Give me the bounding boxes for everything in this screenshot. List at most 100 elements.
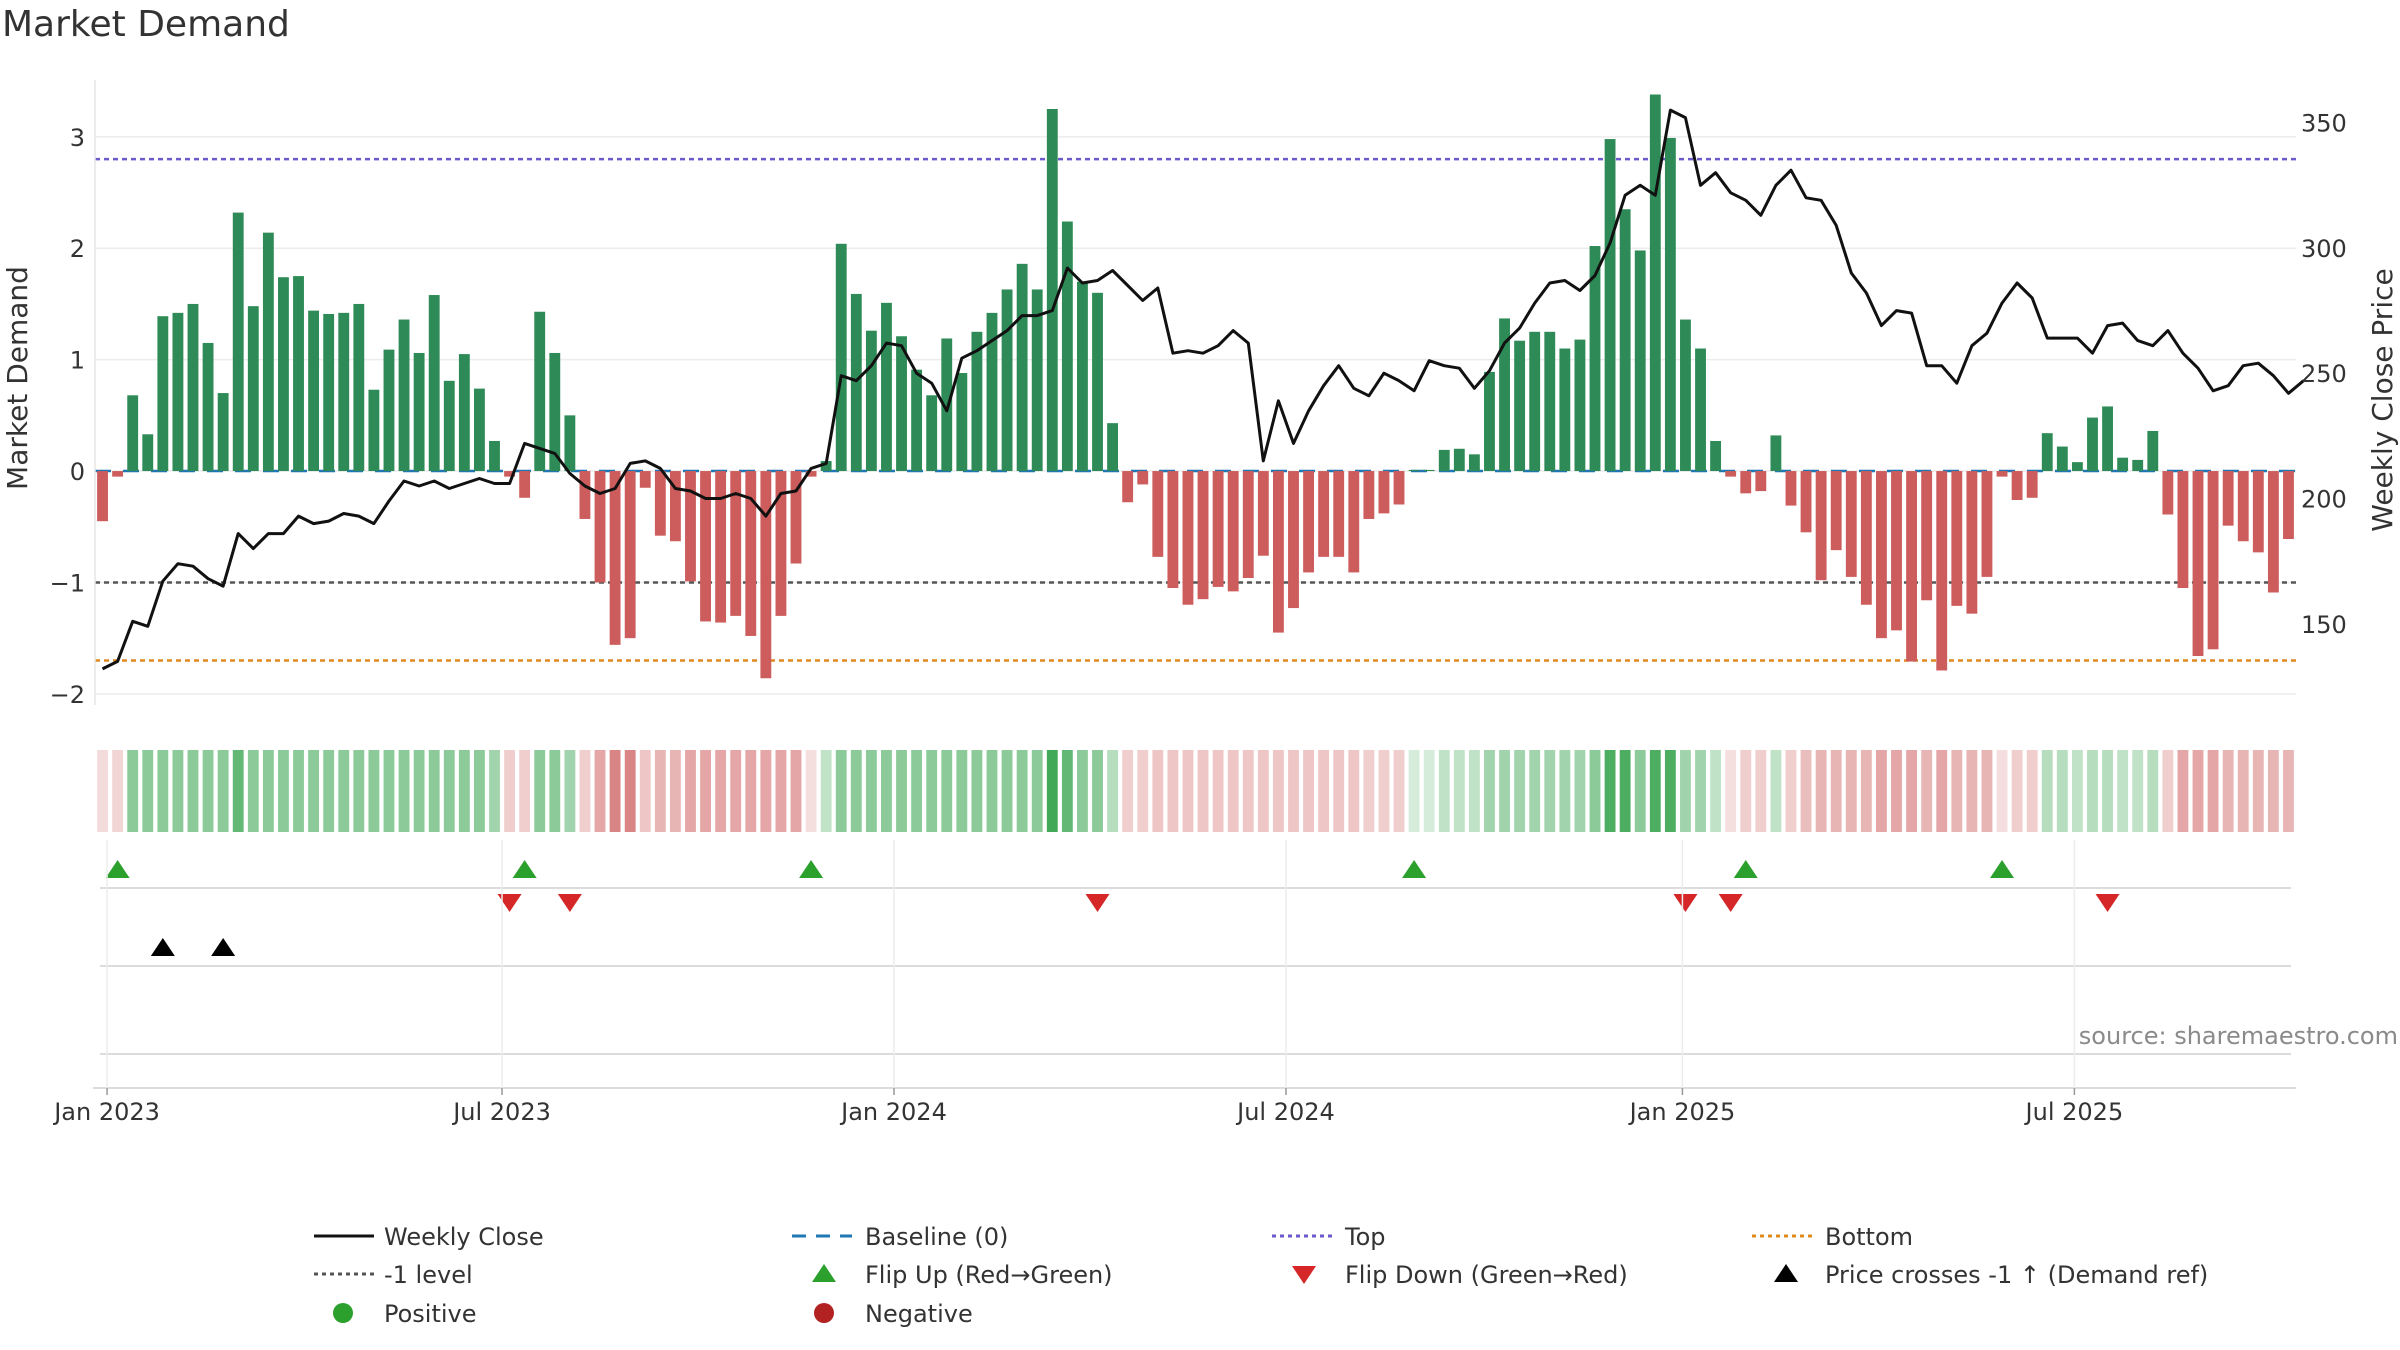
intensity-cell bbox=[896, 750, 907, 832]
intensity-cell bbox=[1272, 750, 1284, 832]
demand-bar bbox=[1182, 471, 1194, 605]
intensity-cell bbox=[1619, 750, 1631, 832]
flip-down-marker bbox=[1718, 894, 1743, 912]
demand-bar bbox=[1981, 471, 1993, 577]
intensity-cell bbox=[790, 750, 802, 832]
flip-down-marker bbox=[2095, 894, 2120, 912]
flip-up-marker bbox=[1402, 860, 1427, 878]
demand-bar bbox=[1815, 471, 1827, 581]
demand-bar bbox=[941, 338, 953, 472]
intensity-cell bbox=[1770, 750, 1782, 832]
demand-bar bbox=[835, 243, 847, 472]
intensity-cell bbox=[1197, 750, 1209, 832]
demand-bar bbox=[1393, 471, 1405, 505]
intensity-cell bbox=[941, 750, 953, 832]
intensity-cell bbox=[1031, 750, 1043, 832]
demand-bar bbox=[1860, 471, 1872, 605]
legend-negative-icon bbox=[814, 1303, 834, 1323]
demand-bar bbox=[1695, 348, 1706, 472]
intensity-cell bbox=[428, 750, 440, 832]
intensity-cell bbox=[1680, 750, 1691, 832]
intensity-strip bbox=[97, 750, 2294, 832]
intensity-cell bbox=[1589, 750, 1601, 832]
demand-bar bbox=[2011, 471, 2023, 501]
legend-flip-up-icon bbox=[812, 1264, 836, 1282]
demand-bar bbox=[1152, 471, 1164, 557]
demand-bar bbox=[489, 440, 500, 472]
intensity-cell bbox=[775, 750, 787, 832]
grid bbox=[95, 136, 2296, 695]
intensity-cell bbox=[1363, 750, 1375, 832]
demand-bar bbox=[654, 471, 666, 536]
intensity-cell bbox=[293, 750, 304, 832]
intensity-cell bbox=[2087, 750, 2098, 832]
intensity-cell bbox=[383, 750, 395, 832]
demand-bar bbox=[1830, 471, 1842, 551]
intensity-cell bbox=[1378, 750, 1390, 832]
demand-bar bbox=[2207, 471, 2219, 650]
y-tick-label: −1 bbox=[50, 569, 85, 597]
legend-price-cross-label: Price crosses -1 ↑ (Demand ref) bbox=[1825, 1261, 2208, 1289]
demand-bar bbox=[971, 331, 983, 472]
demand-bar bbox=[881, 302, 892, 472]
y-tick-label: 3 bbox=[70, 124, 85, 152]
intensity-cell bbox=[1061, 750, 1073, 832]
demand-bar bbox=[639, 471, 651, 488]
intensity-cell bbox=[1514, 750, 1526, 832]
demand-bar bbox=[1725, 471, 1737, 477]
intensity-cell bbox=[2147, 750, 2159, 832]
flip-up-marker bbox=[512, 860, 537, 878]
demand-bar bbox=[413, 352, 425, 472]
intensity-cell bbox=[609, 750, 621, 832]
intensity-cell bbox=[1348, 750, 1360, 832]
event-markers bbox=[93, 860, 2296, 1089]
intensity-cell bbox=[594, 750, 606, 832]
intensity-cell bbox=[338, 750, 350, 832]
demand-bar bbox=[1755, 471, 1767, 492]
demand-bar bbox=[820, 461, 832, 472]
intensity-cell bbox=[1468, 750, 1480, 832]
intensity-cell bbox=[1649, 750, 1661, 832]
demand-bar bbox=[760, 471, 772, 679]
demand-bar bbox=[1348, 471, 1360, 573]
intensity-cell bbox=[971, 750, 983, 832]
intensity-cell bbox=[881, 750, 892, 832]
demand-bar bbox=[1227, 471, 1239, 592]
intensity-cell bbox=[2207, 750, 2219, 832]
intensity-cell bbox=[1604, 750, 1616, 832]
intensity-cell bbox=[1393, 750, 1405, 832]
intensity-cell bbox=[835, 750, 847, 832]
demand-bar bbox=[383, 349, 395, 472]
intensity-cell bbox=[1725, 750, 1737, 832]
intensity-cell bbox=[2267, 750, 2279, 832]
intensity-cell bbox=[1876, 750, 1887, 832]
price-line-group bbox=[101, 108, 2305, 671]
demand-bar bbox=[1363, 471, 1375, 519]
intensity-cell bbox=[1755, 750, 1767, 832]
intensity-cell bbox=[187, 750, 199, 832]
demand-bar bbox=[262, 232, 274, 472]
x-tick-label: Jul 2024 bbox=[1235, 1098, 1335, 1126]
intensity-cell bbox=[639, 750, 651, 832]
demand-bar bbox=[1318, 471, 1330, 557]
intensity-cell bbox=[2071, 750, 2083, 832]
demand-bar bbox=[368, 389, 380, 472]
intensity-cell bbox=[1710, 750, 1722, 832]
intensity-cell bbox=[2162, 750, 2174, 832]
demand-bar bbox=[293, 276, 304, 472]
demand-bar bbox=[1936, 471, 1948, 671]
intensity-cell bbox=[1137, 750, 1149, 832]
intensity-cell bbox=[308, 750, 320, 832]
demand-bar bbox=[2162, 471, 2174, 515]
intensity-cell bbox=[2026, 750, 2038, 832]
intensity-cell bbox=[865, 750, 877, 832]
flip-down-marker bbox=[1673, 894, 1698, 912]
legend-flip-down-label: Flip Down (Green→Red) bbox=[1345, 1261, 1628, 1289]
intensity-cell bbox=[1529, 750, 1541, 832]
demand-bar bbox=[896, 336, 907, 472]
demand-bar bbox=[1077, 281, 1088, 472]
demand-bar bbox=[217, 393, 229, 472]
intensity-cell bbox=[1845, 750, 1857, 832]
legend-bottom-label: Bottom bbox=[1825, 1223, 1913, 1251]
intensity-cell bbox=[1212, 750, 1224, 832]
